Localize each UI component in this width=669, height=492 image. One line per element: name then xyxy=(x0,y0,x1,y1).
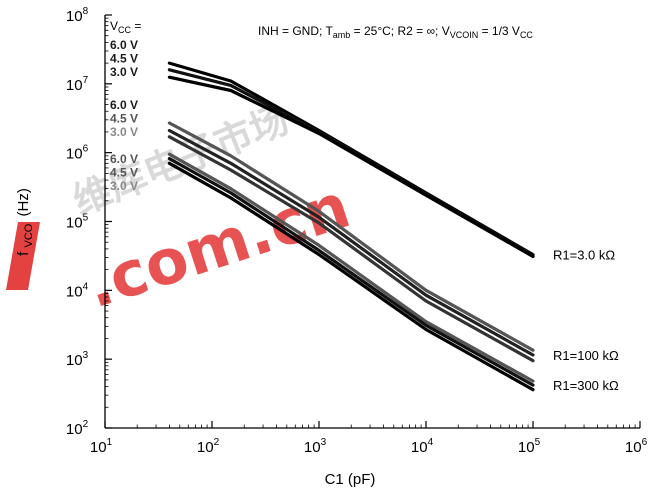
y-tick-label: 108 xyxy=(66,6,89,25)
vcc-labels: 6.0 V4.5 V3.0 V6.0 V4.5 V3.0 V6.0 V4.5 V… xyxy=(110,38,138,193)
series-label: R1=3.0 kΩ xyxy=(553,248,615,263)
y-tick-label: 103 xyxy=(66,350,89,369)
series-line xyxy=(167,121,535,352)
x-tick-label: 101 xyxy=(90,437,113,456)
series-label: R1=300 kΩ xyxy=(553,378,619,393)
x-tick-label: 105 xyxy=(518,437,541,456)
y-axis-title-unit: (Hz) xyxy=(15,188,32,216)
series-line xyxy=(167,161,535,392)
svg-text:f VCO (Hz): f VCO (Hz) xyxy=(15,188,36,256)
watermark-red-bar xyxy=(6,222,40,290)
vcc-header: VCC = xyxy=(110,19,141,35)
y-tick-label: 107 xyxy=(66,75,89,94)
series-lines xyxy=(167,61,535,392)
x-tick-label: 104 xyxy=(411,437,434,456)
vcc-label: 6.0 V xyxy=(110,38,138,52)
series-line xyxy=(167,75,535,259)
vcc-label: 3.0 V xyxy=(110,125,138,139)
y-ticks: 102 103 104 105 106 107 108 xyxy=(66,6,112,438)
y-tick-label: 102 xyxy=(66,419,89,438)
vcc-label: 4.5 V xyxy=(110,166,138,180)
vcc-label: 3.0 V xyxy=(110,179,138,193)
y-tick-label: 104 xyxy=(66,281,89,300)
series-labels: R1=3.0 kΩ R1=100 kΩ R1=300 kΩ xyxy=(553,248,619,393)
series-line xyxy=(167,157,535,387)
vcc-label: 4.5 V xyxy=(110,112,138,126)
series-label: R1=100 kΩ xyxy=(553,348,619,363)
series-line xyxy=(167,135,535,363)
vcc-label: 4.5 V xyxy=(110,52,138,66)
vcc-label: 6.0 V xyxy=(110,152,138,166)
series-line xyxy=(167,128,535,357)
series-line xyxy=(167,152,535,383)
x-tick-label: 103 xyxy=(304,437,327,456)
x-axis-title: C1 (pF) xyxy=(325,471,376,488)
y-axis-title: f VCO (Hz) xyxy=(15,188,36,256)
vcc-label: 3.0 V xyxy=(110,65,138,79)
conditions-annotation: INH = GND; Tamb = 25°C; R2 = ∞; VVCOIN =… xyxy=(258,24,533,40)
y-tick-label: 106 xyxy=(66,144,89,163)
y-tick-label: 105 xyxy=(66,213,89,232)
x-ticks: 101 102 103 104 105 106 xyxy=(90,421,648,456)
x-tick-label: 102 xyxy=(197,437,220,456)
vcc-label: 6.0 V xyxy=(110,98,138,112)
y-axis-title-f: f xyxy=(15,251,32,256)
y-axis-title-sub: VCO xyxy=(23,223,35,247)
x-tick-label: 106 xyxy=(625,437,648,456)
